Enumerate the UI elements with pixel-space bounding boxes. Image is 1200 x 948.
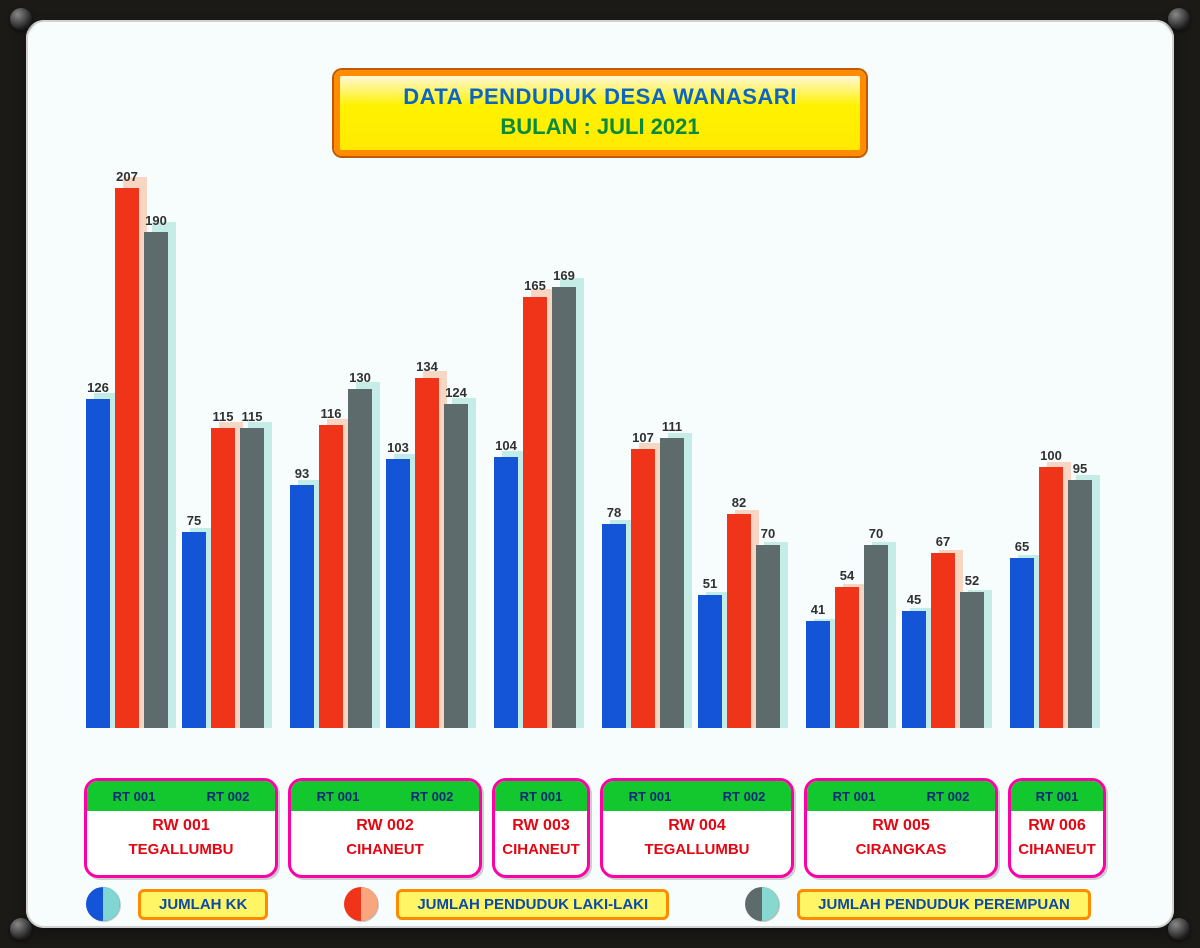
rt-label-row: RT 001 RT 002 <box>87 781 275 811</box>
legend-label: JUMLAH KK <box>138 889 268 920</box>
category-box: RT 001 RT 002 RW 001 TEGALLUMBU <box>84 778 278 878</box>
rt-label: RT 001 <box>629 789 672 804</box>
rw-label: RW 005 <box>807 817 995 835</box>
rt-label: RT 002 <box>207 789 250 804</box>
legend-swatch <box>745 887 779 921</box>
rt-label: RT 001 <box>113 789 156 804</box>
dusun-label: TEGALLUMBU <box>87 841 275 858</box>
rw-group: 78107111518270 <box>602 220 786 728</box>
rt-label-row: RT 001 RT 002 <box>807 781 995 811</box>
screw-icon <box>1168 918 1190 940</box>
rt-label-row: RT 001 RT 002 <box>291 781 479 811</box>
legend-swatch <box>344 887 378 921</box>
rw-group: 6510095 <box>1010 220 1098 728</box>
screw-icon <box>1168 8 1190 30</box>
screw-icon <box>10 8 32 30</box>
category-box: RT 001 RT 002 RW 005 CIRANGKAS <box>804 778 998 878</box>
legend-label: JUMLAH PENDUDUK LAKI-LAKI <box>396 889 669 920</box>
rt-label: RT 002 <box>723 789 766 804</box>
dusun-label: CIHANEUT <box>495 841 587 858</box>
dusun-label: CIHANEUT <box>1011 841 1103 858</box>
rw-label: RW 001 <box>87 817 275 835</box>
board-frame: DATA PENDUDUK DESA WANASARI BULAN : JULI… <box>26 20 1174 928</box>
rt-label-row: RT 001 RT 002 <box>603 781 791 811</box>
rt-label-row: RT 001 <box>1011 781 1103 811</box>
title-banner: DATA PENDUDUK DESA WANASARI BULAN : JULI… <box>334 70 866 156</box>
rt-label: RT 002 <box>927 789 970 804</box>
rw-group: 104165169 <box>494 220 582 728</box>
screw-icon <box>10 918 32 940</box>
category-axis: RT 001 RT 002 RW 001 TEGALLUMBU RT 001 RT 002… <box>66 778 1134 872</box>
title-line-2: BULAN : JULI 2021 <box>340 114 860 140</box>
category-box: RT 001 RT 002 RW 002 CIHANEUT <box>288 778 482 878</box>
rw-label: RW 004 <box>603 817 791 835</box>
category-box: RT 001 RT 002 RW 004 TEGALLUMBU <box>600 778 794 878</box>
rt-label: RT 001 <box>317 789 360 804</box>
dusun-label: CIHANEUT <box>291 841 479 858</box>
rw-group: 415470456752 <box>806 220 990 728</box>
title-line-1: DATA PENDUDUK DESA WANASARI <box>340 84 860 110</box>
rw-label: RW 002 <box>291 817 479 835</box>
rw-group: 12620719075115115 <box>86 220 270 728</box>
category-box: RT 001 RW 003 CIHANEUT <box>492 778 590 878</box>
rw-label: RW 006 <box>1011 817 1103 835</box>
dusun-label: CIRANGKAS <box>807 841 995 858</box>
rw-group: 93116130103134124 <box>290 220 474 728</box>
rt-label: RT 001 <box>520 789 563 804</box>
dusun-label: TEGALLUMBU <box>603 841 791 858</box>
rt-label: RT 001 <box>833 789 876 804</box>
chart-legend: JUMLAH KK JUMLAH PENDUDUK LAKI-LAKI JUMLAH… <box>86 884 1134 924</box>
rt-label-row: RT 001 <box>495 781 587 811</box>
population-bar-chart: 1262071907511511593116130103134124104165… <box>66 220 1134 728</box>
rt-label: RT 002 <box>411 789 454 804</box>
legend-swatch <box>86 887 120 921</box>
legend-label: JUMLAH PENDUDUK PEREMPUAN <box>797 889 1091 920</box>
rw-label: RW 003 <box>495 817 587 835</box>
rt-label: RT 001 <box>1036 789 1079 804</box>
category-box: RT 001 RW 006 CIHANEUT <box>1008 778 1106 878</box>
